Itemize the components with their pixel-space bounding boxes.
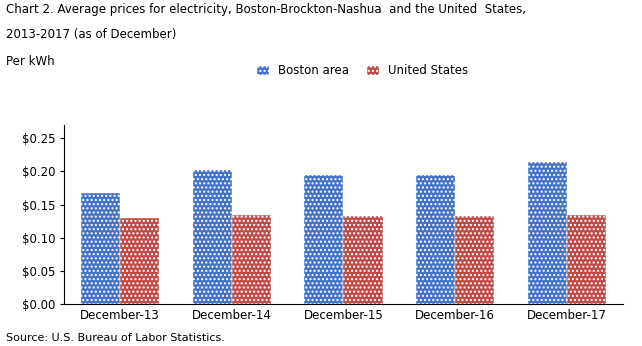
Bar bbox=[343, 216, 383, 304]
Bar bbox=[416, 174, 455, 304]
Text: Source: U.S. Bureau of Labor Statistics.: Source: U.S. Bureau of Labor Statistics. bbox=[6, 333, 225, 343]
Bar bbox=[455, 216, 494, 304]
Text: 2013-2017 (as of December): 2013-2017 (as of December) bbox=[6, 28, 177, 41]
Legend: Boston area, United States: Boston area, United States bbox=[254, 62, 471, 80]
Bar bbox=[528, 162, 567, 304]
Bar bbox=[193, 170, 232, 304]
Bar bbox=[120, 218, 159, 304]
Bar bbox=[81, 192, 120, 304]
Text: Chart 2. Average prices for electricity, Boston-Brockton-Nashua  and the United : Chart 2. Average prices for electricity,… bbox=[6, 3, 526, 17]
Text: Per kWh: Per kWh bbox=[6, 55, 55, 69]
Bar bbox=[304, 175, 343, 304]
Bar bbox=[567, 215, 606, 304]
Bar bbox=[232, 215, 271, 304]
